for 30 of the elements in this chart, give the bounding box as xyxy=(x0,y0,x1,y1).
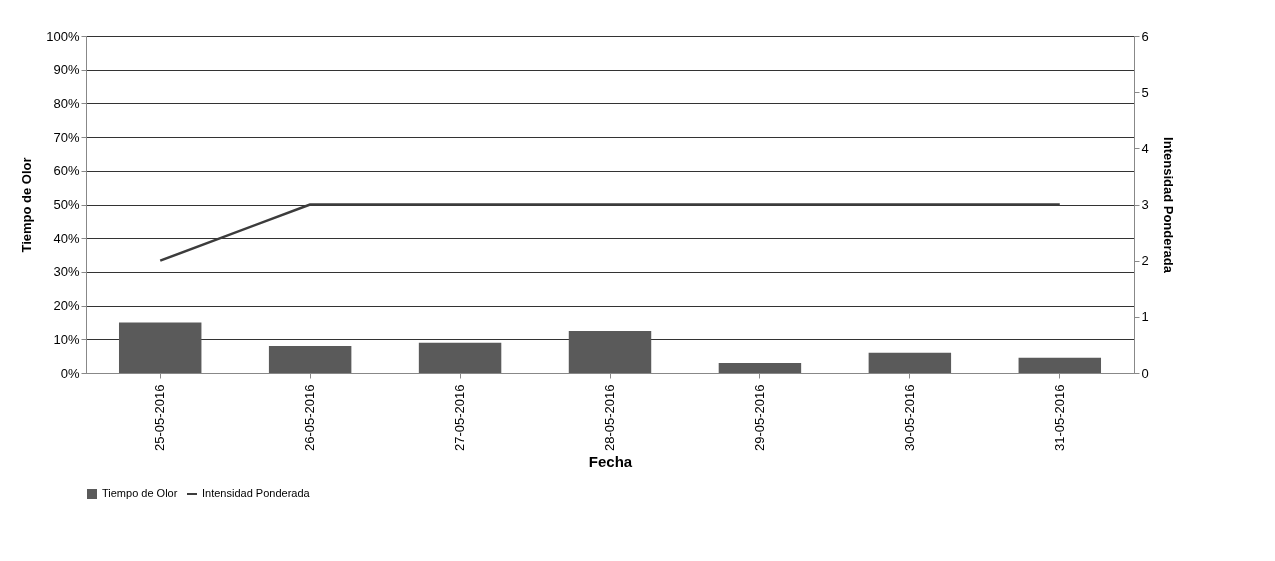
y2-tick-label: 0 xyxy=(1141,365,1149,381)
y2-tick-label: 3 xyxy=(1141,197,1149,212)
legend-label: Tiempo de Olor xyxy=(102,487,178,499)
x-tick-label: 26-05-2016 xyxy=(302,384,318,451)
y-tick-label: 10% xyxy=(53,331,80,347)
y-tick-label: 100% xyxy=(46,28,80,44)
x-tick-label: 27-05-2016 xyxy=(452,384,468,451)
y2-tick-label: 2 xyxy=(1141,253,1149,269)
y-tick-label: 0% xyxy=(60,365,80,381)
y-tick-label: 70% xyxy=(53,129,80,145)
y-tick-label: 90% xyxy=(53,62,80,78)
y2-tick-label: 6 xyxy=(1141,28,1149,44)
x-axis-title: Fecha xyxy=(588,453,633,470)
y-tick-label: 80% xyxy=(53,95,80,111)
y2-tick-label: 1 xyxy=(1141,309,1149,325)
y-tick-label: 50% xyxy=(53,197,80,212)
y-axis-title: Tiempo de Olor xyxy=(19,157,35,253)
y-tick-label: 40% xyxy=(53,230,80,246)
y2-tick-label: 5 xyxy=(1141,84,1149,100)
x-tick-label: 31-05-2016 xyxy=(1051,384,1067,451)
y2-axis-title: Intensidad Ponderada xyxy=(1160,137,1176,274)
x-tick-label: 30-05-2016 xyxy=(901,384,917,451)
x-tick-label: 25-05-2016 xyxy=(152,384,168,451)
y-tick-label: 20% xyxy=(53,298,80,314)
y-tick-label: 60% xyxy=(53,163,80,179)
y2-tick-label: 4 xyxy=(1141,140,1149,156)
y-tick-label: 30% xyxy=(53,264,80,280)
x-tick-label: 28-05-2016 xyxy=(602,384,617,451)
legend-label: Intensidad Ponderada xyxy=(202,487,311,499)
x-tick-label: 29-05-2016 xyxy=(751,384,767,451)
